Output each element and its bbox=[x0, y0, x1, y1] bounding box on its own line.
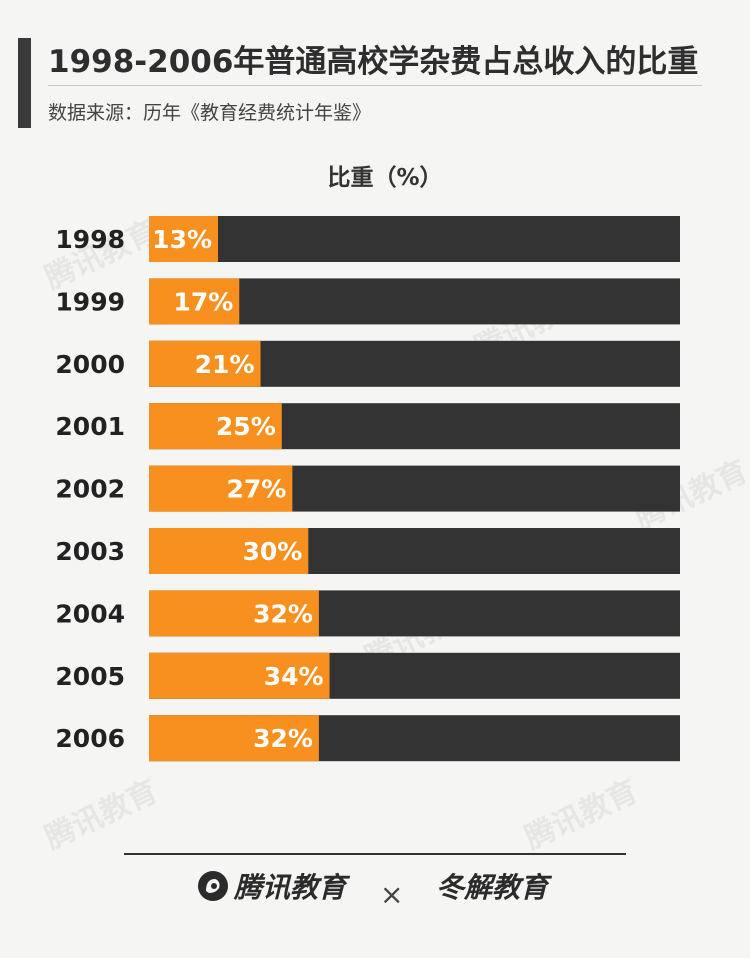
chart-title: 1998-2006年普通高校学杂费占总收入的比重 bbox=[48, 44, 699, 80]
bar-value bbox=[149, 528, 309, 574]
footer-brand-left: 腾讯教育 bbox=[196, 866, 346, 906]
category-tick-label: 2006 bbox=[55, 724, 125, 753]
data-label: 21% bbox=[195, 350, 255, 379]
data-label: 32% bbox=[253, 599, 313, 628]
category-tick-label: 2005 bbox=[55, 662, 125, 691]
brand-left-text: 腾讯教育 bbox=[234, 871, 347, 904]
category-tick-label: 2002 bbox=[55, 475, 125, 504]
bar-value bbox=[149, 278, 240, 325]
value-axis-label: 比重（%） bbox=[327, 165, 443, 191]
footer-brand-right: 冬解教育 bbox=[436, 866, 548, 906]
data-label: 25% bbox=[216, 412, 276, 441]
data-label: 17% bbox=[173, 287, 233, 316]
tencent-edu-logo-icon bbox=[198, 871, 228, 901]
data-source: 数据来源：历年《教育经费统计年鉴》 bbox=[48, 102, 372, 124]
category-tick-label: 2004 bbox=[55, 599, 125, 628]
data-label: 13% bbox=[152, 225, 212, 254]
bar-remainder bbox=[149, 216, 680, 262]
title-divider bbox=[48, 85, 702, 86]
footer: 腾讯教育 × 冬解教育 bbox=[0, 866, 750, 916]
footer-divider bbox=[124, 853, 626, 855]
bar-value bbox=[149, 216, 219, 262]
data-label: 27% bbox=[227, 475, 287, 504]
title-accent-bar bbox=[18, 38, 31, 128]
bar-value bbox=[149, 652, 330, 699]
category-tick-label: 1999 bbox=[55, 287, 125, 316]
bar-value bbox=[149, 715, 319, 762]
category-tick-label: 1998 bbox=[55, 225, 125, 254]
bar-value bbox=[149, 590, 319, 637]
category-tick-label: 2003 bbox=[55, 537, 125, 566]
data-label: 30% bbox=[242, 537, 302, 566]
category-tick-label: 2001 bbox=[55, 412, 125, 441]
bar-value bbox=[149, 403, 282, 450]
bar-value bbox=[149, 465, 293, 512]
data-label: 32% bbox=[253, 724, 313, 753]
category-tick-label: 2000 bbox=[55, 350, 125, 379]
brand-right-text: 冬解教育 bbox=[436, 871, 549, 904]
data-label: 34% bbox=[264, 662, 324, 691]
bar-value bbox=[149, 340, 261, 387]
cross-icon: × bbox=[380, 878, 404, 911]
